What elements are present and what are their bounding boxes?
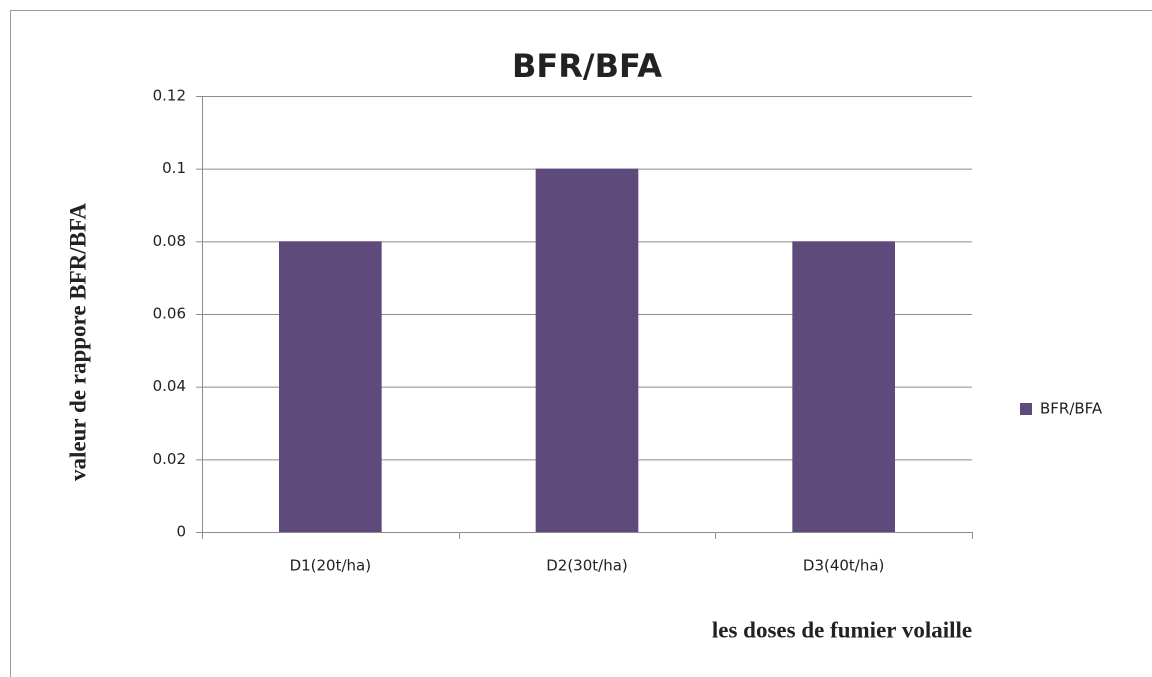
x-axis-label: les doses de fumier volaille bbox=[712, 617, 972, 642]
bar bbox=[279, 241, 382, 533]
x-tick-label: D1(20t/ha) bbox=[290, 557, 372, 575]
legend-label: BFR/BFA bbox=[1040, 400, 1103, 418]
y-tick-label: 0.06 bbox=[153, 305, 186, 323]
x-tick-label: D3(40t/ha) bbox=[803, 557, 885, 575]
y-tick-label: 0.08 bbox=[153, 232, 186, 250]
x-tick-label: D2(30t/ha) bbox=[546, 557, 628, 575]
y-tick-label: 0.02 bbox=[153, 450, 186, 468]
chart-title: BFR/BFA bbox=[512, 47, 662, 85]
y-tick-label: 0.04 bbox=[153, 377, 186, 395]
chart-frame bbox=[10, 10, 1152, 677]
y-tick-label: 0 bbox=[176, 523, 186, 541]
y-tick-label: 0.12 bbox=[153, 87, 186, 105]
legend-swatch bbox=[1020, 403, 1032, 415]
bar bbox=[792, 241, 895, 533]
bar bbox=[535, 168, 639, 532]
y-axis-label: valeur de rappore BFR/BFA bbox=[65, 203, 90, 481]
y-tick-label: 0.1 bbox=[162, 159, 186, 177]
